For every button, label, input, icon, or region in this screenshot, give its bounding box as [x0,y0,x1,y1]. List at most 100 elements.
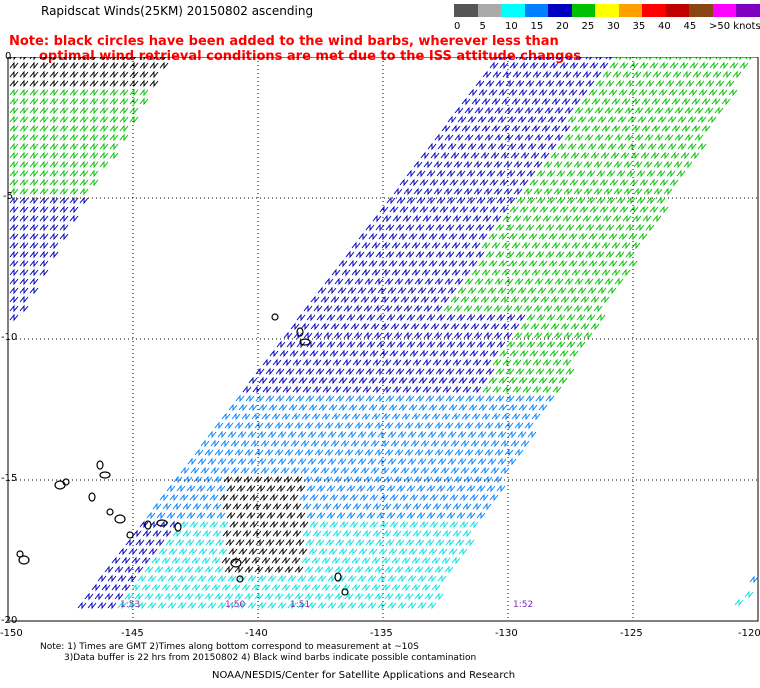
wind-barb [566,313,576,322]
wind-barb [488,88,498,97]
wind-barb [297,574,307,583]
wind-barb [156,511,166,520]
wind-barb [701,97,711,106]
wind-barb [79,160,89,169]
wind-barb [274,448,284,457]
wind-barb [347,574,357,583]
wind-barb [483,475,493,484]
wind-barb [395,250,405,259]
wind-barb [317,457,327,466]
wind-barb [248,376,258,385]
wind-barb [159,493,169,502]
wind-barb [255,394,265,403]
wind-barb [206,484,216,493]
wind-barb [582,214,592,223]
wind-barb [235,538,245,547]
wind-barb [9,268,19,277]
wind-barb [457,115,467,124]
wind-barb [117,601,127,610]
wind-barb [532,70,542,79]
wind-barb [607,142,617,151]
wind-barb [488,403,498,412]
wind-barb [39,169,49,178]
wind-barb [644,133,654,142]
wind-barb [354,448,364,457]
wind-barb [649,61,659,70]
wind-barb [292,529,302,538]
wind-barb [489,493,499,502]
wind-barb [180,466,190,475]
wind-barb [450,439,460,448]
wind-barb [571,97,581,106]
wind-barb [69,178,79,187]
wind-barb [229,520,239,529]
wind-barb [378,547,388,556]
wind-barb [348,403,358,412]
wind-barb [481,268,491,277]
wind-barb [422,214,432,223]
wind-barb [476,313,486,322]
wind-barb [253,475,263,484]
wind-barb [507,115,517,124]
wind-barb [562,214,572,223]
wind-barb [433,160,443,169]
wind-barb [516,169,526,178]
wind-barb [29,115,39,124]
wind-barb [339,520,349,529]
wind-barb [280,466,290,475]
wind-barb [541,241,551,250]
wind-barb [501,241,511,250]
wind-barb [430,322,440,331]
wind-barb [413,475,423,484]
wind-barb [324,565,334,574]
wind-barb [487,286,497,295]
wind-barb [423,475,433,484]
wind-barb [392,214,402,223]
wind-barb [484,133,494,142]
wind-barb [611,97,621,106]
wind-barb [333,475,343,484]
wind-barb [171,583,181,592]
wind-barb [642,214,652,223]
wind-barb [217,430,227,439]
wind-barb [251,556,261,565]
wind-barb [59,142,69,151]
wind-barb [399,205,409,214]
wind-barb [374,421,384,430]
wind-barb [29,142,39,151]
wind-barb [330,439,340,448]
wind-barb [632,70,642,79]
wind-barb [480,151,490,160]
wind-barb [674,133,684,142]
wind-barb [396,196,406,205]
wind-barb [415,367,425,376]
wind-barb [319,349,329,358]
wind-barb [385,394,395,403]
wind-barb [333,304,343,313]
wind-barb [265,367,275,376]
wind-barb [277,574,287,583]
wind-barb [436,340,446,349]
wind-barb [295,394,305,403]
wind-barb [472,385,482,394]
wind-barb [681,97,691,106]
wind-barb [440,439,450,448]
wind-barb [548,376,558,385]
wind-barb [270,466,280,475]
wind-barb [576,196,586,205]
wind-barb [19,151,29,160]
wind-barb [573,304,583,313]
wind-barb [29,268,39,277]
wind-barb [19,106,29,115]
wind-barb [384,448,394,457]
wind-barb [119,115,129,124]
wind-barb [9,295,19,304]
wind-barb [131,556,141,565]
wind-barb [459,178,469,187]
wind-barb [376,511,386,520]
wind-barb [29,61,39,70]
wind-barb [321,556,331,565]
wind-barb [601,241,611,250]
wind-barb [69,205,79,214]
wind-barb [89,124,99,133]
